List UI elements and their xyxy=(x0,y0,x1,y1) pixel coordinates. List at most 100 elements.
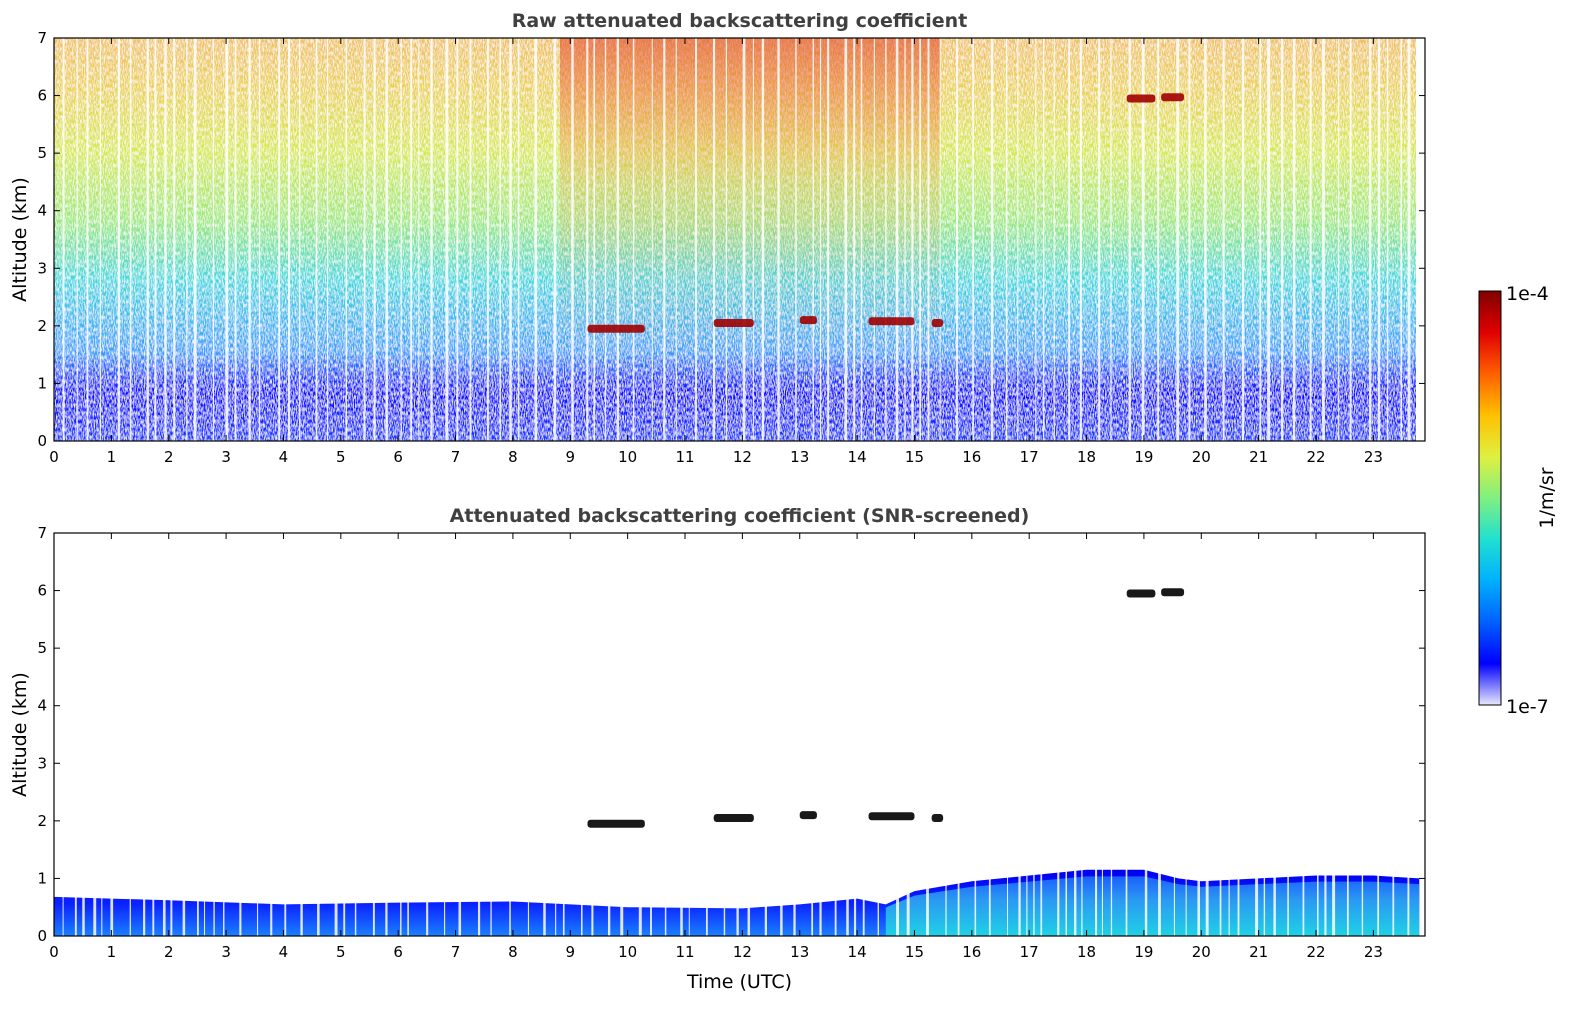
missing-data-stripe xyxy=(945,533,947,936)
cloud-layer xyxy=(799,316,817,325)
missing-data-stripe xyxy=(827,38,830,441)
missing-data-stripe xyxy=(1101,533,1103,936)
missing-data-stripe xyxy=(1018,533,1021,936)
missing-data-stripe xyxy=(456,38,459,441)
missing-data-stripe xyxy=(173,38,176,441)
missing-data-stripe xyxy=(616,38,620,441)
missing-data-stripe xyxy=(256,533,259,936)
missing-data-stripe xyxy=(780,533,783,936)
missing-data-stripe xyxy=(604,38,607,441)
missing-data-stripe xyxy=(620,533,624,936)
cloud-layer xyxy=(1126,94,1156,103)
missing-data-stripe xyxy=(695,38,697,441)
missing-data-stripe xyxy=(458,533,462,936)
missing-data-stripe xyxy=(1228,533,1230,936)
missing-data-stripe xyxy=(373,38,376,441)
missing-data-stripe xyxy=(486,38,489,441)
cloud-layer xyxy=(868,812,915,821)
missing-data-stripe xyxy=(1079,38,1082,441)
plot-frame xyxy=(53,37,1426,442)
missing-data-stripe xyxy=(632,38,635,441)
missing-data-stripe xyxy=(469,38,472,441)
x-tick-label: 20 xyxy=(1192,448,1211,466)
missing-data-stripe xyxy=(862,533,865,936)
missing-data-stripe xyxy=(919,38,922,441)
x-axis: 0 1 2 3 4 5 6 7 8 9 10 11 12 13 14 15 16 17 18 19 20 21 22 23 xyxy=(49,533,1383,961)
missing-data-stripe xyxy=(819,533,822,936)
x-tick-label: 4 xyxy=(279,448,289,466)
missing-data-stripe xyxy=(170,533,173,936)
missing-data-stripe xyxy=(270,533,273,936)
missing-data-stripe xyxy=(186,38,188,441)
missing-data-stripe xyxy=(1040,533,1043,936)
missing-data-stripe xyxy=(1361,533,1364,936)
colorbar-max-label: 1e-4 xyxy=(1506,283,1549,305)
missing-data-stripe xyxy=(426,533,429,936)
missing-data-stripe xyxy=(1035,38,1037,441)
missing-data-stripe xyxy=(1267,38,1271,441)
missing-data-stripe xyxy=(62,38,65,441)
y-tick-label: 2 xyxy=(37,812,47,830)
missing-data-stripe xyxy=(1407,38,1411,441)
missing-data-stripe xyxy=(607,533,611,936)
missing-data-stripe xyxy=(742,38,746,441)
missing-data-stripe xyxy=(527,533,530,936)
missing-data-stripe xyxy=(675,38,677,441)
x-tick-label: 14 xyxy=(848,448,867,466)
missing-data-stripe xyxy=(834,533,837,936)
missing-data-stripe xyxy=(1400,38,1403,441)
cloud-layer xyxy=(1161,93,1185,102)
colorbar-min-label: 1e-7 xyxy=(1506,696,1549,718)
x-tick-label: 0 xyxy=(49,448,59,466)
missing-data-stripe xyxy=(651,38,653,441)
missing-data-stripe xyxy=(164,38,167,441)
missing-data-stripe xyxy=(873,38,875,441)
missing-data-stripe xyxy=(326,38,329,441)
missing-data-stripe xyxy=(363,38,366,441)
x-tick-label: 12 xyxy=(733,943,752,961)
missing-data-stripe xyxy=(287,38,291,441)
missing-data-stripe xyxy=(74,533,77,936)
missing-data-stripe xyxy=(860,38,863,441)
x-tick-label: 3 xyxy=(221,943,231,961)
x-tick-label: 19 xyxy=(1134,448,1153,466)
missing-data-stripe xyxy=(663,38,666,441)
missing-data-stripe xyxy=(101,533,103,936)
missing-data-stripe xyxy=(1110,38,1112,441)
missing-data-stripe xyxy=(1128,38,1131,441)
missing-data-stripe xyxy=(1222,38,1225,441)
missing-data-stripe xyxy=(1263,533,1266,936)
x-tick-label: 18 xyxy=(1077,448,1096,466)
missing-data-stripe xyxy=(248,38,251,441)
x-tick-label: 1 xyxy=(107,943,117,961)
x-tick-label: 19 xyxy=(1134,943,1153,961)
cloud-layer xyxy=(587,819,645,828)
missing-data-stripe xyxy=(927,38,930,441)
missing-data-stripe xyxy=(203,533,206,936)
missing-data-stripe xyxy=(182,533,186,936)
plot-frame xyxy=(53,532,1426,937)
missing-data-stripe xyxy=(650,533,652,936)
missing-data-stripe xyxy=(1316,533,1319,936)
missing-data-stripe xyxy=(152,533,155,936)
y-tick-label: 7 xyxy=(37,29,47,47)
y-axis-label: Altitude (km) xyxy=(9,177,31,302)
missing-data-stripe xyxy=(877,533,879,936)
missing-data-stripe xyxy=(1237,533,1240,936)
x-tick-label: 6 xyxy=(393,448,403,466)
missing-data-stripe xyxy=(499,38,501,441)
x-tick-label: 22 xyxy=(1306,943,1325,961)
missing-data-stripe xyxy=(317,533,320,936)
x-tick-label: 17 xyxy=(1020,448,1039,466)
missing-data-stripe xyxy=(1386,38,1389,441)
missing-data-stripe xyxy=(591,533,594,936)
missing-data-stripe xyxy=(581,533,583,936)
missing-data-stripe xyxy=(129,533,131,936)
missing-data-stripe xyxy=(904,38,906,441)
cloud-layer xyxy=(799,811,817,820)
x-tick-label: 23 xyxy=(1364,943,1383,961)
y-tick-label: 5 xyxy=(37,144,47,162)
missing-data-stripe xyxy=(812,38,814,441)
missing-data-stripe xyxy=(284,533,287,936)
missing-data-stripe xyxy=(345,38,348,441)
